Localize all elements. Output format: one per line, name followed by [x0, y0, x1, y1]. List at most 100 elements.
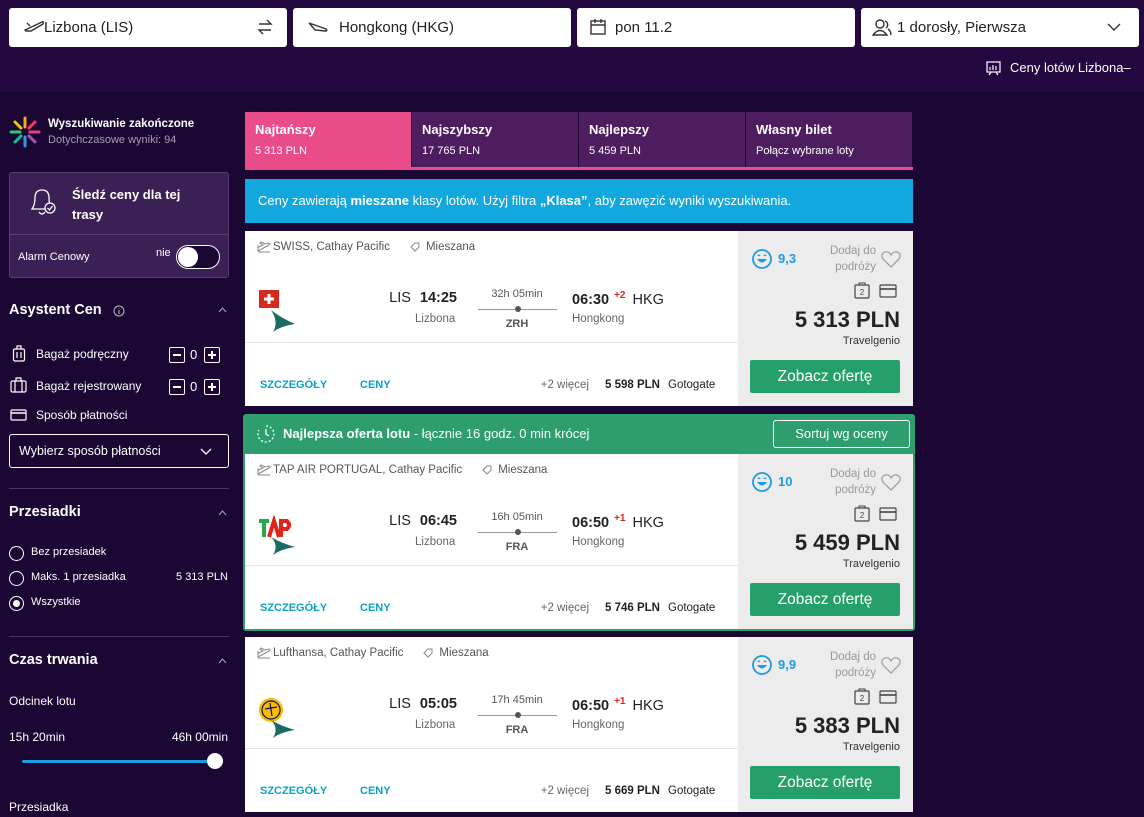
radio[interactable] [9, 596, 24, 611]
more-offers[interactable]: +2 więcej [540, 379, 589, 391]
airline-row: TAP AIR PORTUGAL, Cathay Pacific Mieszana [273, 464, 547, 476]
heart-icon[interactable] [881, 250, 901, 268]
airline-row: Lufthansa, Cathay Pacific Mieszana [273, 647, 489, 659]
date-text: pon 11.2 [615, 19, 673, 36]
dep-time: 05:05 [419, 696, 457, 712]
airline-row: SWISS, Cathay Pacific Mieszana [273, 241, 475, 253]
add-to-trip[interactable]: Dodaj do podróży [829, 245, 876, 273]
plane-icon [257, 647, 271, 659]
price-panel: 10 Dodaj do podróży 2 5 459 PLN Travelgenio Z… [738, 454, 913, 629]
airlines: SWISS, Cathay Pacific [273, 241, 390, 253]
date-field[interactable]: pon 11.2 [577, 8, 855, 47]
prices-link[interactable]: CENY [360, 785, 391, 797]
tag-icon [423, 648, 433, 658]
arr-city: Hongkong [572, 536, 625, 548]
suitcase-icon [10, 377, 27, 393]
more-offers[interactable]: +2 więcej [540, 785, 589, 797]
payment-select[interactable]: Wybierz sposób płatności [9, 434, 229, 468]
airline-logo [259, 698, 295, 738]
heart-icon[interactable] [881, 656, 901, 674]
smiley-icon [752, 472, 772, 492]
airline-logo [259, 290, 295, 332]
duration: 32h 05min [491, 288, 543, 300]
dep-city: Lizbona [415, 719, 456, 731]
divider [245, 342, 738, 343]
radio[interactable] [9, 571, 24, 586]
prices-link[interactable]: CENY [360, 602, 391, 614]
plus-button[interactable] [204, 379, 220, 395]
tab[interactable]: Najszybszy 17 765 PLN [412, 112, 578, 167]
details-link[interactable]: SZCZEGÓŁY [260, 379, 328, 391]
minus-button[interactable] [169, 379, 185, 395]
more-offers[interactable]: +2 więcej [540, 602, 589, 614]
departure: LIS 14:25 [245, 290, 457, 306]
heart-icon[interactable] [881, 473, 901, 491]
dep-code: LIS [389, 290, 411, 306]
tab-sub: Połącz wybrane loty [756, 145, 854, 157]
stop-label: Bez przesiadek [31, 546, 107, 558]
sort-button[interactable]: Sortuj wg oceny [773, 420, 910, 448]
price-panel: 9,9 Dodaj do podróży 2 5 383 PLN Travelgenio… [738, 637, 913, 812]
price-link[interactable]: Ceny lotów Lizbona– [1010, 60, 1131, 75]
plane-icon [257, 464, 271, 476]
hand-bag-count: 0 [190, 347, 198, 362]
payment-select-text: Wybierz sposób płatności [19, 444, 161, 458]
cabin: Mieszana [439, 647, 489, 659]
cabin: Mieszana [498, 464, 548, 476]
minus-button[interactable] [169, 347, 185, 363]
slider-track [22, 760, 216, 763]
slider-knob[interactable] [207, 753, 223, 769]
duration-title: Czas trwania [9, 652, 98, 668]
info-icon[interactable] [113, 305, 125, 317]
collapse[interactable] [218, 658, 227, 664]
stop-label: Wszystkie [31, 596, 81, 608]
alt-vendor: Gotogate [668, 785, 716, 797]
notice-text: , aby zawęzić wyniki wyszukiwania. [587, 193, 792, 208]
offer-button[interactable]: Zobacz ofertę [750, 583, 900, 616]
tab[interactable]: Najtańszy 5 313 PLN [245, 112, 411, 167]
card-icon [10, 409, 27, 421]
offer-button[interactable]: Zobacz ofertę [750, 766, 900, 799]
cabin: Mieszana [425, 241, 476, 253]
departure: LIS 05:05 [245, 696, 457, 712]
price: 5 383 PLN [794, 713, 900, 738]
notice-text: Ceny zawierają [258, 193, 351, 208]
add-to-trip[interactable]: Dodaj do podróży [829, 468, 876, 496]
prices-link[interactable]: CENY [360, 379, 391, 391]
tag-icon [410, 242, 420, 252]
smiley-icon [752, 655, 772, 675]
divider [245, 565, 738, 566]
score: 9,3 [778, 251, 797, 266]
via: FRA [505, 724, 529, 736]
arr-city: Hongkong [572, 719, 625, 731]
offer-button[interactable]: Zobacz ofertę [750, 360, 900, 393]
vendor: Travelgenio [842, 335, 900, 347]
alarm-label: Alarm Cenowy [18, 251, 90, 263]
radio[interactable] [9, 546, 24, 561]
collapse[interactable] [218, 307, 227, 313]
to-field[interactable]: Hongkong (HKG) [293, 8, 571, 47]
tab[interactable]: Najlepszy 5 459 PLN [579, 112, 745, 167]
price: 5 313 PLN [794, 307, 900, 332]
baggage-icons: 2 [854, 505, 897, 522]
add-to-trip[interactable]: Dodaj do podróży [829, 651, 876, 679]
track-box: Śledź ceny dla tej trasy Alarm Cenowy ni… [9, 172, 229, 278]
details-link[interactable]: SZCZEGÓŁY [260, 785, 328, 797]
stop-label: Maks. 1 przesiadka [31, 571, 126, 583]
payment-label: Sposób płatności [36, 408, 128, 422]
divider [10, 234, 228, 235]
plus-button[interactable] [204, 347, 220, 363]
passengers-field[interactable]: 1 dorosły, Pierwsza [861, 8, 1139, 47]
details-link[interactable]: SZCZEGÓŁY [260, 602, 328, 614]
toggle[interactable] [176, 245, 220, 269]
from-field[interactable]: Lizbona (LIS) [9, 8, 287, 47]
tab-title: Najtańszy [255, 122, 316, 137]
tab[interactable]: Własny bilet Połącz wybrane loty [746, 112, 912, 167]
dep-time: 06:45 [419, 513, 457, 529]
alt-vendor: Gotogate [668, 379, 716, 391]
duration: 17h 45min [491, 694, 543, 706]
baggage-icons: 2 [854, 688, 897, 705]
collapse[interactable] [218, 510, 227, 516]
stop-price: 5 313 PLN [176, 571, 228, 583]
